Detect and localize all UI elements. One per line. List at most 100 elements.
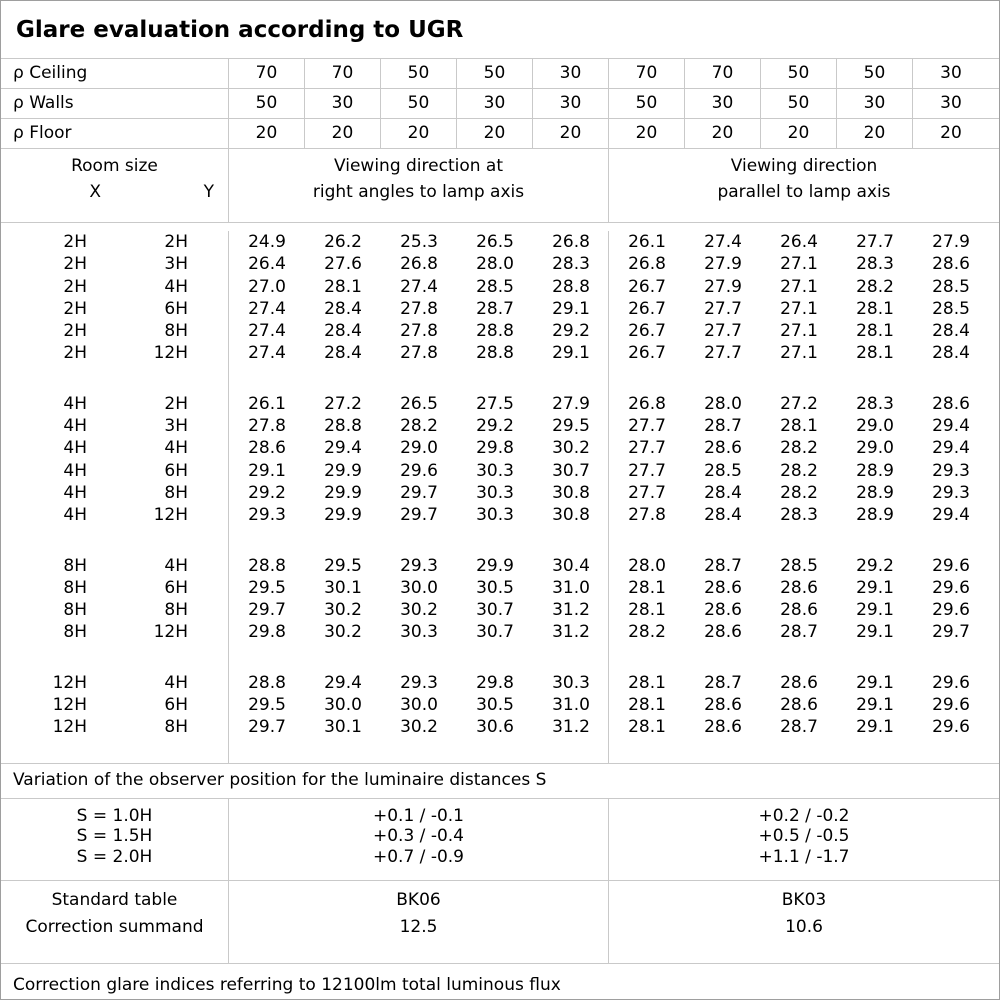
ugr-right-angles-value-cell: 28.8 bbox=[476, 321, 514, 342]
standard-table-parallel-value: BK03 bbox=[781, 890, 827, 910]
ugr-right-angles-value-cell: 28.3 bbox=[552, 254, 590, 275]
ugr-right-angles-value-cell: 28.8 bbox=[248, 672, 286, 693]
ugr-parallel-value-cell: 29.4 bbox=[932, 505, 970, 526]
ugr-right-angles-value-cell: 27.4 bbox=[248, 321, 286, 342]
ugr-right-angles-value-cell: 31.2 bbox=[552, 622, 590, 643]
ugr-row: 8H 6H 29.5 30.1 30.0 30.5 31.0 28.1 28.6 28.6 29.1… bbox=[1, 577, 999, 599]
ugr-right-angles-value-cell: 30.8 bbox=[552, 505, 590, 526]
ugr-parallel-value-cell: 26.1 bbox=[628, 232, 666, 252]
ugr-right-angles-value-cell: 29.8 bbox=[476, 438, 514, 459]
viewing-direction-parallel-header: Viewing direction parallel to lamp axis bbox=[717, 156, 891, 202]
ugr-parallel-value-cell: 28.1 bbox=[856, 298, 894, 319]
ugr-parallel-value-cell: 28.5 bbox=[704, 460, 742, 481]
ugr-right-angles-value-cell: 30.0 bbox=[400, 695, 438, 716]
ugr-right-angles-value-cell: 28.4 bbox=[324, 321, 362, 342]
ugr-row: 2H 2H 24.9 26.2 25.3 26.5 26.8 26.1 27.4 26.4 27.7… bbox=[1, 231, 999, 253]
ugr-right-angles-value-cell: 30.2 bbox=[324, 600, 362, 621]
ugr-row: 8H 12H 29.8 30.2 30.3 30.7 31.2 28.2 28.6 28.7 29.… bbox=[1, 621, 999, 643]
ugr-parallel-value-cell: 28.2 bbox=[856, 276, 894, 297]
ugr-parallel-value-cell: 26.8 bbox=[628, 254, 666, 275]
reflectance-values-floor: 20 20 20 20 20 20 20 20 20 20 bbox=[229, 119, 999, 148]
variation-parallel-values: +0.2 / -0.2 +0.5 / -0.5 +1.1 / -1.7 bbox=[609, 799, 999, 880]
ugr-row: 12H 4H 28.8 29.4 29.3 29.8 30.3 28.1 28.7 28.6 29.… bbox=[1, 672, 999, 694]
ugr-parallel-value-cell: 27.1 bbox=[780, 298, 818, 319]
ugr-parallel-value-cell: 28.4 bbox=[932, 343, 970, 364]
ugr-parallel-value-cell: 28.2 bbox=[780, 482, 818, 503]
standard-table-labels: Standard table Correction summand bbox=[1, 881, 229, 963]
ugr-right-angles-value-cell: 31.2 bbox=[552, 600, 590, 621]
variation-parallel-value: +0.2 / -0.2 bbox=[758, 806, 850, 826]
ugr-parallel-value-cell: 28.6 bbox=[932, 254, 970, 275]
room-x-cell: 4H bbox=[63, 393, 87, 414]
room-y-cell: 12H bbox=[153, 505, 188, 526]
ugr-right-angles-value-cell: 29.9 bbox=[324, 482, 362, 503]
ugr-parallel-value-cell: 27.7 bbox=[704, 343, 742, 364]
ugr-right-angles-value-cell: 30.2 bbox=[400, 600, 438, 621]
ugr-parallel-value-cell: 28.6 bbox=[704, 438, 742, 459]
ugr-parallel-value-cell: 29.6 bbox=[932, 555, 970, 576]
ugr-right-angles-value-cell: 26.1 bbox=[248, 393, 286, 414]
variation-parallel-value: +1.1 / -1.7 bbox=[758, 846, 850, 867]
ugr-right-angles-value-cell: 30.4 bbox=[552, 555, 590, 576]
room-y-cell: 6H bbox=[164, 298, 188, 319]
room-size-label: Room size bbox=[71, 156, 158, 176]
ugr-parallel-value-cell: 28.2 bbox=[780, 438, 818, 459]
x-axis-label: X bbox=[89, 182, 101, 202]
reflectance-value-cell: 50 bbox=[761, 59, 837, 88]
room-x-cell: 8H bbox=[63, 577, 87, 598]
ugr-parallel-value-cell: 28.1 bbox=[856, 343, 894, 364]
ugr-parallel-value-cell: 28.0 bbox=[628, 555, 666, 576]
ugr-right-angles-value-cell: 29.8 bbox=[248, 622, 286, 643]
ugr-parallel-value-cell: 29.4 bbox=[932, 438, 970, 459]
ugr-right-angles-value-cell: 25.3 bbox=[400, 232, 438, 252]
reflectance-value-cell: 70 bbox=[305, 59, 381, 88]
ugr-parallel-value-cell: 26.4 bbox=[780, 232, 818, 252]
ugr-right-angles-value-cell: 27.5 bbox=[476, 393, 514, 414]
ugr-parallel-value-cell: 28.1 bbox=[628, 577, 666, 598]
ugr-right-angles-value-cell: 29.2 bbox=[476, 416, 514, 437]
room-y-cell: 6H bbox=[164, 460, 188, 481]
ugr-parallel-value-cell: 28.9 bbox=[856, 505, 894, 526]
reflectance-value-cell: 50 bbox=[609, 89, 685, 118]
ugr-right-angles-value-cell: 30.0 bbox=[400, 577, 438, 598]
room-y-cell: 4H bbox=[164, 276, 188, 297]
ugr-parallel-value-cell: 27.7 bbox=[704, 321, 742, 342]
reflectance-label-floor: ρ Floor bbox=[1, 119, 229, 148]
ugr-right-angles-value-cell: 27.8 bbox=[400, 298, 438, 319]
room-x-cell: 2H bbox=[63, 254, 87, 275]
ugr-right-angles-value-cell: 31.2 bbox=[552, 717, 590, 738]
ugr-right-angles-value-cell: 30.8 bbox=[552, 482, 590, 503]
room-y-cell: 2H bbox=[164, 232, 188, 252]
ugr-right-angles-value-cell: 30.5 bbox=[476, 695, 514, 716]
room-x-cell: 12H bbox=[52, 717, 87, 738]
reflectance-value-cell: 20 bbox=[609, 119, 685, 148]
reflectance-value-cell: 50 bbox=[761, 89, 837, 118]
reflectance-row-ceiling: ρ Ceiling 70 70 50 50 30 70 70 50 50 30 bbox=[1, 59, 999, 89]
room-y-cell: 12H bbox=[153, 343, 188, 364]
ugr-parallel-value-cell: 27.1 bbox=[780, 321, 818, 342]
ugr-groups: 2H 2H 24.9 26.2 25.3 26.5 26.8 26.1 27.4 26.4 27.7… bbox=[1, 231, 999, 739]
ugr-right-angles-value-cell: 29.9 bbox=[476, 555, 514, 576]
ugr-parallel-value-cell: 27.9 bbox=[704, 276, 742, 297]
ugr-right-angles-value-cell: 29.7 bbox=[248, 717, 286, 738]
ugr-right-angles-value-cell: 28.8 bbox=[552, 276, 590, 297]
ugr-right-angles-value-cell: 27.8 bbox=[248, 416, 286, 437]
ugr-right-angles-value-cell: 29.1 bbox=[248, 460, 286, 481]
room-x-cell: 4H bbox=[63, 505, 87, 526]
ugr-right-angles-value-cell: 29.9 bbox=[324, 505, 362, 526]
ugr-right-angles-value-cell: 29.5 bbox=[552, 416, 590, 437]
room-size-xy-labels: X Y bbox=[1, 179, 228, 205]
ugr-parallel-value-cell: 26.7 bbox=[628, 276, 666, 297]
ugr-parallel-value-cell: 28.7 bbox=[704, 672, 742, 693]
ugr-parallel-value-cell: 28.6 bbox=[932, 393, 970, 414]
ugr-parallel-value-cell: 28.0 bbox=[704, 393, 742, 414]
ugr-right-angles-value-cell: 30.2 bbox=[400, 717, 438, 738]
room-x-cell: 2H bbox=[63, 321, 87, 342]
ugr-right-angles-value-cell: 27.2 bbox=[324, 393, 362, 414]
ugr-right-angles-value-cell: 27.6 bbox=[324, 254, 362, 275]
s-distance-label: S = 2.0H bbox=[76, 846, 153, 867]
ugr-parallel-value-cell: 28.4 bbox=[932, 321, 970, 342]
ugr-right-angles-value-cell: 26.4 bbox=[248, 254, 286, 275]
ugr-row: 8H 4H 28.8 29.5 29.3 29.9 30.4 28.0 28.7 28.5 29.2… bbox=[1, 555, 999, 577]
room-y-cell: 8H bbox=[164, 321, 188, 342]
